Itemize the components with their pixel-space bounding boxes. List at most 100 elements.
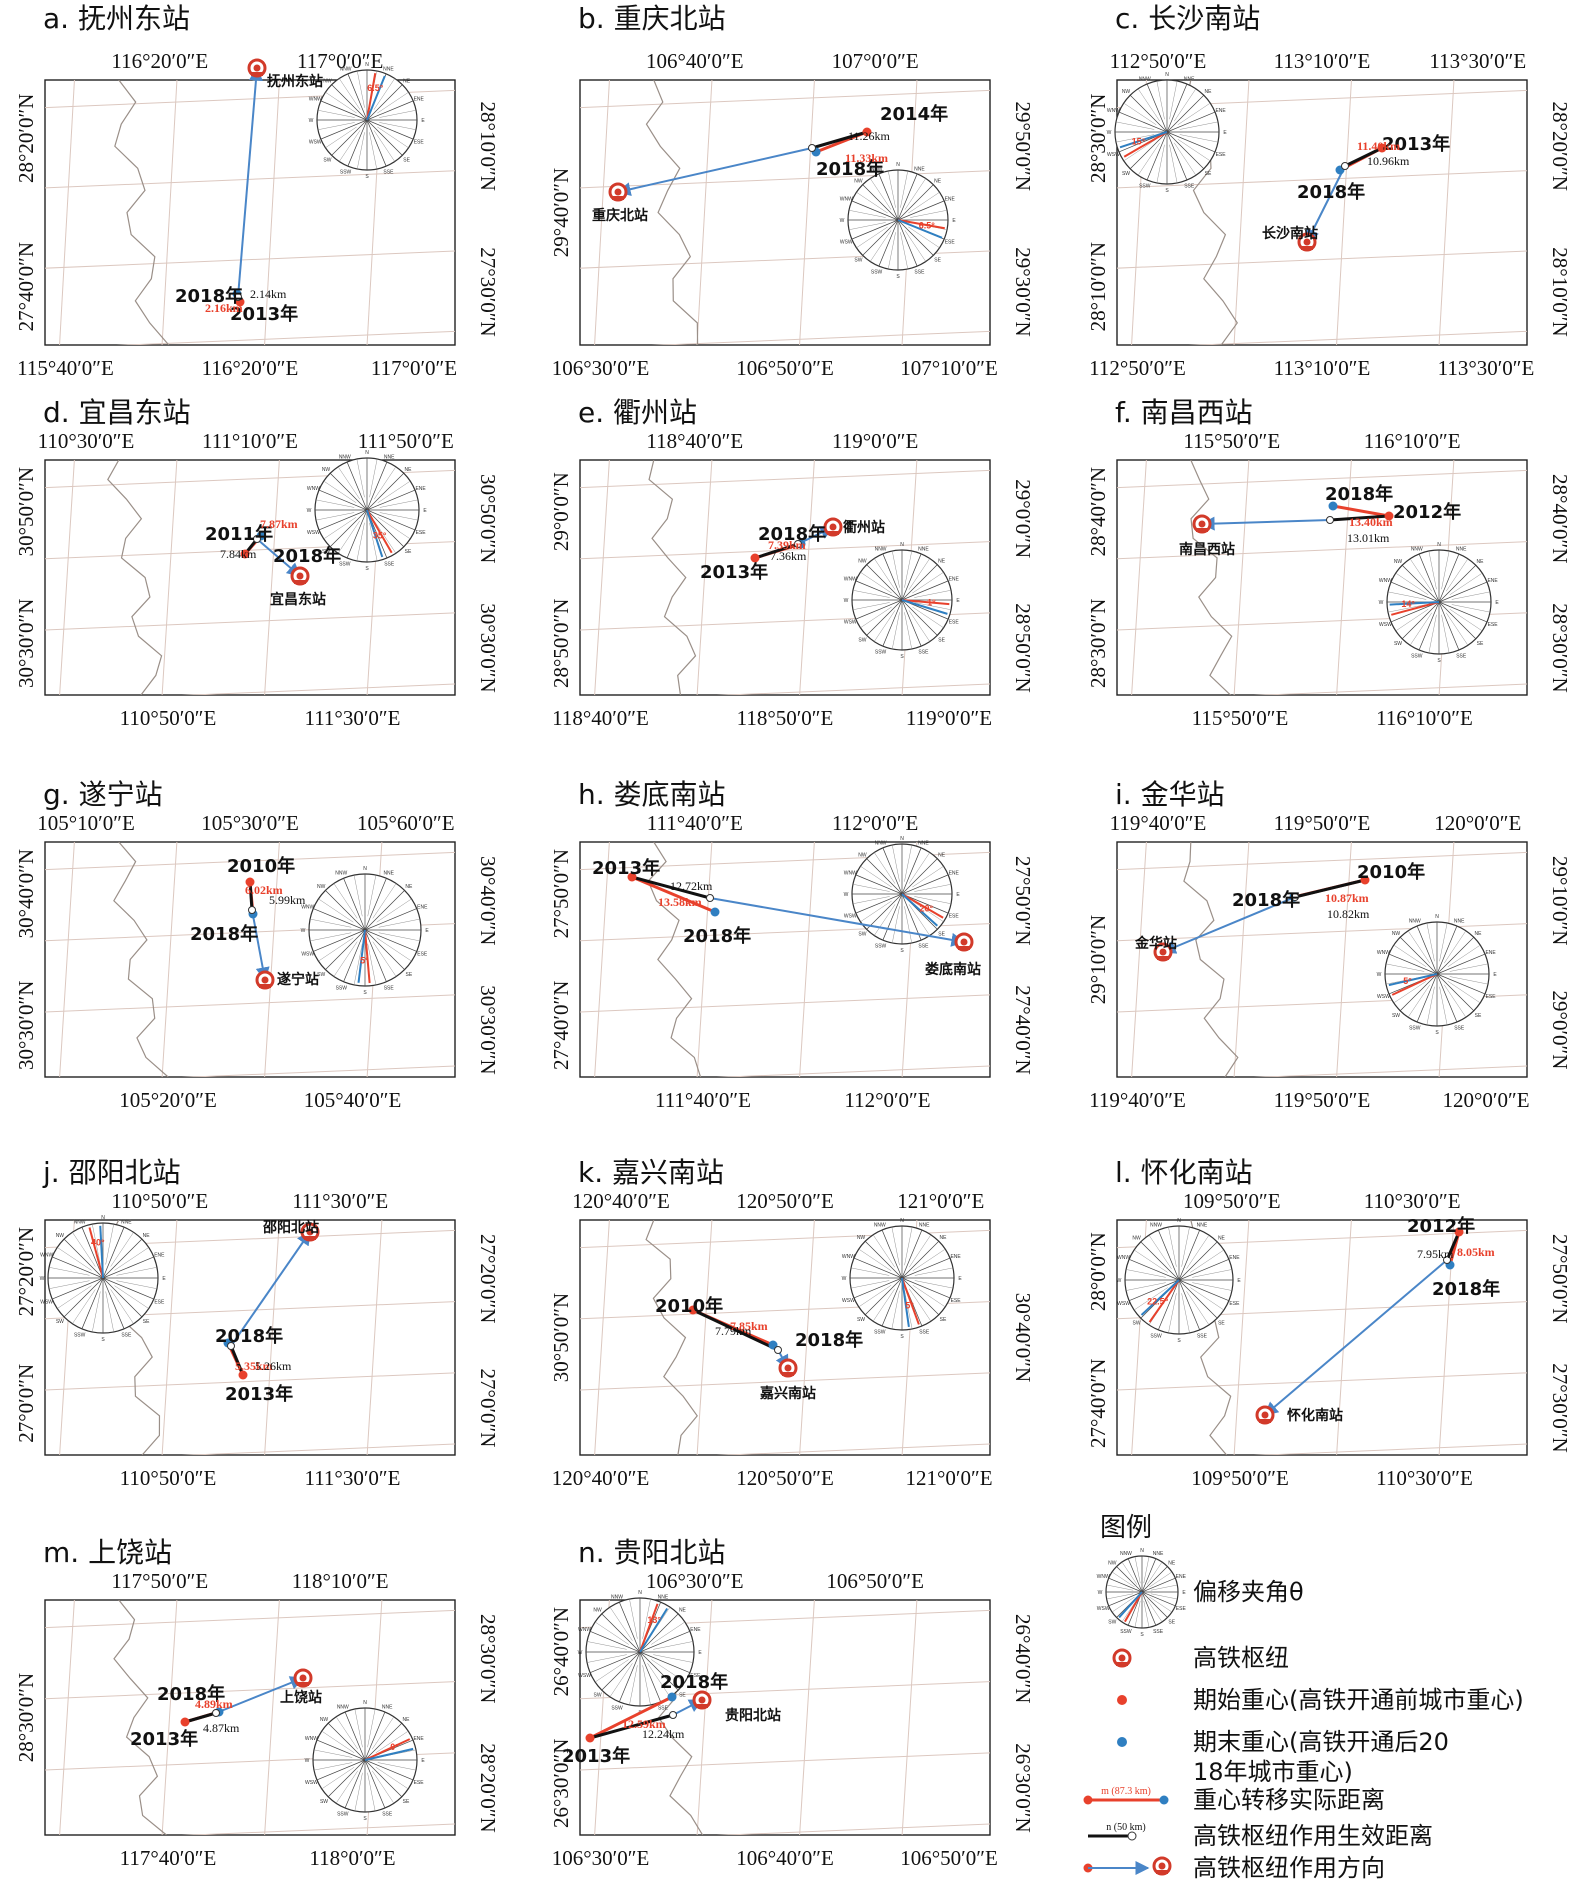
compass-subspoke	[377, 126, 409, 148]
compass-spoke	[63, 1277, 104, 1318]
graticule-parallel	[35, 1137, 465, 1155]
compass-subspoke	[850, 1280, 890, 1289]
graticule-parallel	[580, 1752, 990, 1771]
top-longitude-tick: 109°50′0″E	[1183, 1189, 1281, 1213]
compass-subspoke	[914, 602, 952, 610]
compass-spoke	[1178, 1241, 1218, 1281]
compass-spoke	[901, 858, 938, 895]
right-latitude-tick: 26°30′0″N	[1011, 1743, 1035, 1832]
compass-spoke	[601, 1651, 641, 1691]
compass-spoke	[1158, 1229, 1180, 1281]
compass-subspoke	[114, 1247, 149, 1271]
compass-direction-label: SE	[1477, 641, 1484, 647]
compass-spoke	[366, 84, 403, 121]
compass-spoke	[878, 219, 899, 267]
graticule-parallel	[651, 330, 990, 345]
rail-hub-icon	[1192, 514, 1212, 534]
compass-spoke	[1178, 1229, 1200, 1281]
compass-subspoke	[1121, 1561, 1138, 1585]
compass-direction-label: ESE	[1229, 1301, 1240, 1307]
compass-direction-label: W	[840, 218, 845, 224]
compass-subspoke	[908, 558, 930, 590]
compass-spoke	[866, 564, 903, 601]
compass-subspoke	[105, 1291, 114, 1332]
graticule-meridian	[161, 80, 178, 345]
compass-direction-label: NNE	[1184, 76, 1195, 82]
compass-spoke	[897, 200, 945, 221]
actual-distance-label: 11.33km	[845, 151, 888, 165]
top-longitude-tick: 119°0′0″E	[832, 429, 918, 453]
compass-direction-label: N	[101, 1215, 105, 1221]
graticule-parallel	[45, 1372, 455, 1391]
compass-subspoke	[321, 1730, 355, 1753]
compass-subspoke	[848, 222, 886, 230]
compass-subspoke	[377, 92, 409, 114]
end-year-label: 2018年	[660, 1671, 728, 1693]
compass-direction-label: S	[365, 174, 369, 180]
graticule-meridian	[594, 80, 610, 345]
start-year-label: 2010年	[227, 855, 295, 877]
left-latitude-tick: 30°50′0″N	[14, 467, 38, 556]
effective-point	[1291, 893, 1299, 901]
compass-spoke	[343, 878, 366, 931]
station-label: 衢州站	[843, 519, 885, 536]
actual-distance-label: 2.16km	[205, 301, 243, 315]
bottom-longitude-tick: 113°10′0″E	[1274, 356, 1371, 380]
compass-subspoke	[1190, 1249, 1225, 1273]
compass-subspoke	[376, 937, 412, 962]
station-label: 贵阳北站	[725, 1707, 781, 1724]
compass-direction-label: SE	[940, 1317, 947, 1323]
compass-spoke	[1401, 564, 1440, 603]
compass-subspoke	[379, 512, 419, 521]
compass-rose: N NNE NE ENE E ESE SE SSE S SSW SW WSW W WNW NW NNW 5°	[301, 866, 430, 996]
compass-subspoke	[858, 1285, 892, 1308]
top-longitude-tick: 121°0′0″E	[897, 1189, 984, 1213]
effective-point	[1443, 1256, 1451, 1264]
compass-direction-label: SE	[405, 549, 412, 555]
right-latitude-tick: 29°30′0″N	[1011, 247, 1035, 336]
compass-direction-label: ENE	[1487, 578, 1498, 584]
graticule-meridian	[264, 460, 280, 695]
compass-subspoke	[1449, 609, 1483, 632]
compass-spoke	[320, 119, 368, 140]
top-longitude-tick: 111°40′0″E	[647, 811, 743, 835]
compass-subspoke	[912, 866, 944, 888]
compass-spoke	[366, 509, 416, 531]
compass-spoke	[901, 1277, 940, 1316]
admin-boundary	[113, 842, 169, 1077]
bottom-longitude-tick: 119°40′0″E	[1089, 1088, 1186, 1112]
effective-point	[248, 906, 256, 914]
rail-hub-icon	[692, 1690, 712, 1710]
end-year-label: 2018年	[215, 1325, 283, 1347]
compass-direction-label: NNE	[383, 871, 394, 877]
compass-subspoke	[315, 499, 355, 508]
compass-subspoke	[629, 1598, 638, 1639]
hub-direction-line	[366, 509, 384, 558]
compass-subspoke	[1441, 550, 1450, 590]
panel-title: f. 南昌西站	[1115, 396, 1253, 429]
compass-direction-label: NNW	[875, 546, 887, 552]
compass-direction-label: SE	[1205, 171, 1212, 177]
compass-direction-label: NNW	[1150, 1223, 1162, 1229]
hub-base	[251, 72, 263, 76]
compass-subspoke	[892, 906, 900, 944]
compass-subspoke	[1439, 986, 1448, 1026]
actual-direction-line	[1391, 601, 1440, 616]
compass-subspoke	[310, 918, 352, 928]
top-longitude-tick: 105°10′0″E	[37, 811, 135, 835]
compass-direction-label: E	[1493, 972, 1497, 978]
compass-rose: N NNE NE ENE E ESE SE SSE S SSW SW WSW W WNW NW NNW 6.5°	[840, 162, 957, 280]
right-latitude-tick: 26°40′0″N	[1011, 1614, 1035, 1703]
compass-direction-label: WNW	[578, 1627, 591, 1633]
actual-direction-line	[366, 509, 393, 554]
hub-direction-line	[366, 75, 386, 121]
actual-direction-line	[1123, 131, 1168, 158]
compass-spoke	[1146, 83, 1168, 133]
bottom-longitude-tick: 110°30′0″E	[1376, 1466, 1473, 1490]
compass-spoke	[897, 219, 918, 267]
left-latitude-tick: 29°40′0″N	[549, 168, 573, 257]
compass-direction-label: NNE	[382, 1704, 393, 1710]
station-label: 宜昌东站	[270, 591, 326, 608]
